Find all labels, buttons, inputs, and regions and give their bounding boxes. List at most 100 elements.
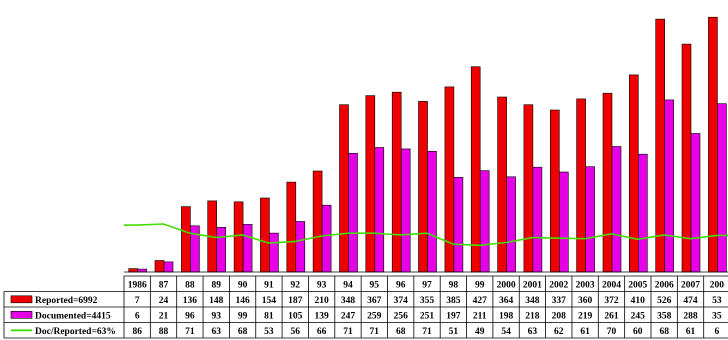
bar-reported: [233, 201, 244, 273]
tick-label-year: 96: [396, 280, 406, 290]
tick-label-year: 2007: [681, 280, 700, 290]
bar-documented: [321, 204, 332, 273]
data-label: 136: [183, 296, 198, 306]
bar-reported: [628, 74, 639, 273]
data-label: 21: [159, 311, 169, 321]
tick-label-year: 1986: [128, 280, 147, 290]
data-label: 410: [631, 296, 646, 306]
data-label: 219: [578, 311, 593, 321]
bar-documented: [479, 170, 490, 273]
bar-reported: [260, 197, 270, 273]
data-label: 49: [475, 327, 485, 337]
tick-label-year: 97: [422, 280, 432, 290]
bar-reported: [497, 96, 507, 273]
tick-label-year: 93: [317, 280, 327, 290]
data-label: 526: [657, 296, 672, 306]
bar-reported: [128, 268, 138, 273]
data-label: 187: [288, 296, 303, 306]
data-label: 53: [264, 327, 274, 337]
data-label: 360: [578, 296, 593, 306]
data-label: 68: [396, 327, 406, 337]
data-label: 6: [135, 311, 140, 321]
data-label: 61: [580, 327, 590, 337]
data-label: 256: [394, 311, 409, 321]
data-label: 70: [607, 327, 617, 337]
bar-documented: [427, 151, 437, 273]
bar-reported: [549, 109, 560, 273]
bar-documented: [664, 99, 675, 273]
data-label: 251: [420, 311, 435, 321]
data-label: 427: [473, 296, 488, 306]
data-label: 71: [422, 327, 432, 337]
data-label: 197: [446, 311, 461, 321]
data-label: 71: [185, 327, 195, 337]
data-label: 54: [501, 327, 511, 337]
data-label: 99: [238, 311, 248, 321]
bar-reported: [655, 18, 666, 273]
data-label: 35: [712, 311, 722, 321]
data-label: 210: [314, 296, 329, 306]
data-label: 51: [449, 327, 459, 337]
data-label: 348: [341, 296, 356, 306]
data-label: 385: [446, 296, 461, 306]
data-label: 86: [132, 327, 142, 337]
bar-reported: [365, 95, 376, 273]
data-label: 259: [367, 311, 382, 321]
data-label: 93: [211, 311, 221, 321]
bar-documented: [690, 133, 701, 273]
bar-documented: [558, 171, 569, 273]
data-label: 261: [604, 311, 619, 321]
bar-documented: [506, 176, 516, 273]
data-label: 71: [370, 327, 380, 337]
data-label: 208: [552, 311, 567, 321]
tick-label-year: 2005: [628, 280, 647, 290]
line-doc-reported-ratio: [124, 223, 728, 247]
data-label: 53: [712, 296, 722, 306]
tick-label-year: 95: [370, 280, 380, 290]
bar-reported: [312, 170, 323, 273]
data-label: 218: [525, 311, 540, 321]
data-label: 60: [633, 327, 643, 337]
data-label: 337: [552, 296, 567, 306]
bar-documented: [585, 166, 595, 273]
tick-label-year: 89: [211, 280, 221, 290]
bar-documented: [295, 221, 306, 273]
tick-label-year: 94: [343, 280, 353, 290]
data-label: 66: [317, 327, 327, 337]
legend-key-reported: [10, 295, 33, 304]
tick-label-year: 88: [185, 280, 195, 290]
data-label: 348: [525, 296, 540, 306]
tick-label-year: 2000: [497, 280, 516, 290]
data-label: 68: [238, 327, 248, 337]
data-label: 88: [159, 327, 169, 337]
data-label: 154: [262, 296, 277, 306]
data-label: 358: [657, 311, 672, 321]
data-label: 139: [314, 311, 329, 321]
bar-reported: [339, 104, 349, 273]
tick-label-year: 2006: [655, 280, 674, 290]
data-label: 68: [659, 327, 669, 337]
bar-documented: [400, 148, 411, 273]
data-label: 6: [715, 327, 720, 337]
data-label: 71: [343, 327, 353, 337]
bar-reported: [391, 91, 402, 273]
data-label: 81: [264, 311, 274, 321]
legend-label: Doc/Reported=63%: [35, 327, 116, 337]
tick-label-year: 2001: [523, 280, 542, 290]
data-label: 148: [209, 296, 224, 306]
data-label: 288: [683, 311, 698, 321]
data-label: 7: [135, 296, 140, 306]
bar-documented: [216, 227, 226, 273]
bar-documented: [717, 103, 727, 273]
tick-label-year: 200: [710, 280, 725, 290]
data-label: 56: [291, 327, 301, 337]
bar-reported: [286, 181, 297, 273]
data-label: 61: [686, 327, 696, 337]
data-label: 24: [159, 296, 169, 306]
data-label: 211: [473, 311, 487, 321]
data-label: 96: [185, 311, 195, 321]
bar-documented: [242, 224, 253, 273]
bar-documented: [348, 153, 358, 273]
